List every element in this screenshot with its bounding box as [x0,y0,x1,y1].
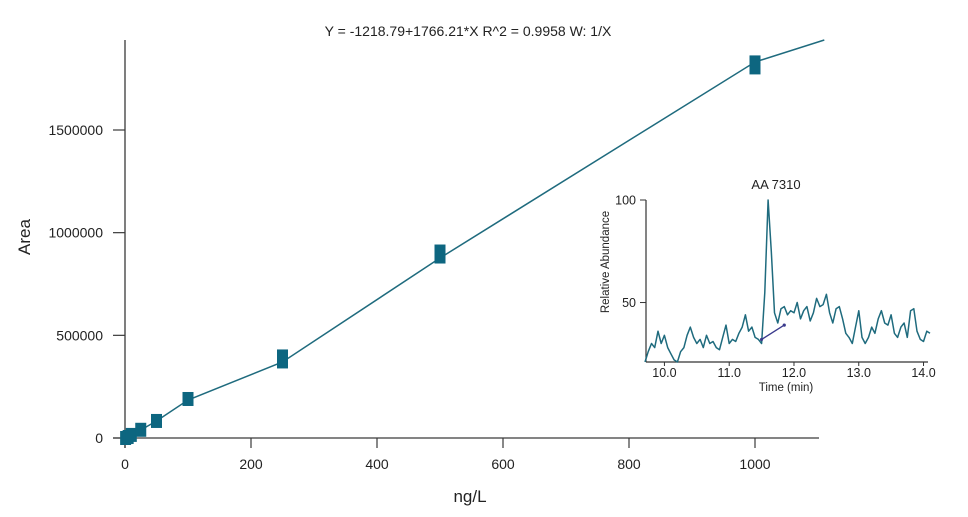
y-tick-label: 1000000 [48,225,103,241]
inset-x-tick-label: 13.0 [847,366,871,380]
data-point-marker [125,427,137,442]
y-tick-label: 1500000 [48,122,103,138]
inset-title: AA 7310 [751,177,800,192]
inset-x-axis-label: Time (min) [759,382,814,394]
inset-y-axis-label: Relative Abundance [600,211,612,313]
data-point-marker [135,422,147,437]
x-tick-label: 400 [365,456,389,472]
inset-x-tick-label: 12.0 [782,366,806,380]
x-tick-label: 1000 [739,456,770,472]
data-points [120,55,761,445]
data-point-marker [151,413,162,428]
baseline-end-dot [782,323,786,327]
baseline-start-dot [759,337,764,342]
data-point-marker [749,55,761,75]
inset-x-tick-label: 11.0 [718,366,741,380]
data-point-marker [182,391,194,406]
y-tick-label: 500000 [56,327,103,343]
inset-x-tick-label: 10.0 [652,366,676,380]
data-point-marker [434,244,446,264]
chromatogram-line [644,199,931,363]
inset-x-tick-label: 14.0 [911,366,935,380]
data-point-marker [277,349,288,369]
chromatogram-trace [644,199,931,363]
x-tick-label: 200 [239,456,263,472]
main-axes: 0 200 400 600 800 1000 0 500000 1000000 1500000 [48,40,819,472]
y-axis-label: Area [15,219,34,255]
inset-y-tick-label: 100 [615,194,636,208]
x-tick-label: 800 [617,456,641,472]
x-tick-label: 600 [491,456,515,472]
inset-chromatogram: AA 7310 50 100 10.0 11.0 12.0 13.0 14.0 Time (… [600,177,936,394]
inset-y-tick-label: 50 [622,296,636,310]
integration-baseline [761,324,785,340]
y-tick-label: 0 [95,430,103,446]
inset-axes: 50 100 10.0 11.0 12.0 13.0 14.0 [615,194,936,381]
x-tick-label: 0 [121,456,129,472]
x-axis-label: ng/L [453,487,486,506]
regression-equation: Y = -1218.79+1766.21*X R^2 = 0.9958 W: 1… [325,23,612,39]
